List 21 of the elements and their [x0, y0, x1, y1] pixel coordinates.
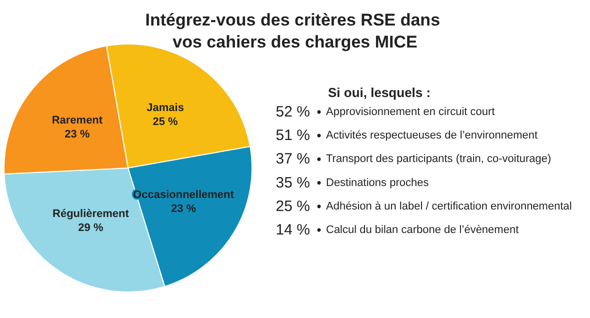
text: 14 % — [276, 222, 310, 238]
data-label: 23 % — [64, 128, 90, 140]
category-label: Activités respectueuses de l’environnement — [326, 130, 538, 142]
data-label: 25 % — [152, 116, 178, 128]
category-label: Approvisionnement en circuit court — [326, 106, 495, 118]
category-label: Transport des participants (train, co-voiturage) — [326, 153, 552, 166]
text: 35 % — [276, 174, 310, 192]
text: 25 % — [276, 198, 310, 215]
text: 37 % — [276, 150, 310, 168]
slice-label: Jamais — [146, 102, 184, 114]
category-label: Adhésion à un label / certification environnemental — [326, 200, 572, 212]
data-label: 23 % — [170, 202, 196, 215]
slice-label: Régulièrement — [52, 208, 130, 220]
data-label: 29 % — [78, 222, 104, 234]
text: 52 % — [276, 104, 310, 120]
slice-label: Rarement — [52, 114, 103, 126]
category-label: Destinations proches — [326, 176, 430, 189]
text: Intégrez-vous des critères RSE dans vos cahiers des charges MICE — [145, 10, 445, 52]
text: 51 % — [276, 127, 310, 144]
category-label: Calcul du bilan carbone de l’évènement — [326, 224, 519, 236]
text: Si oui, lesquels : — [328, 85, 431, 100]
